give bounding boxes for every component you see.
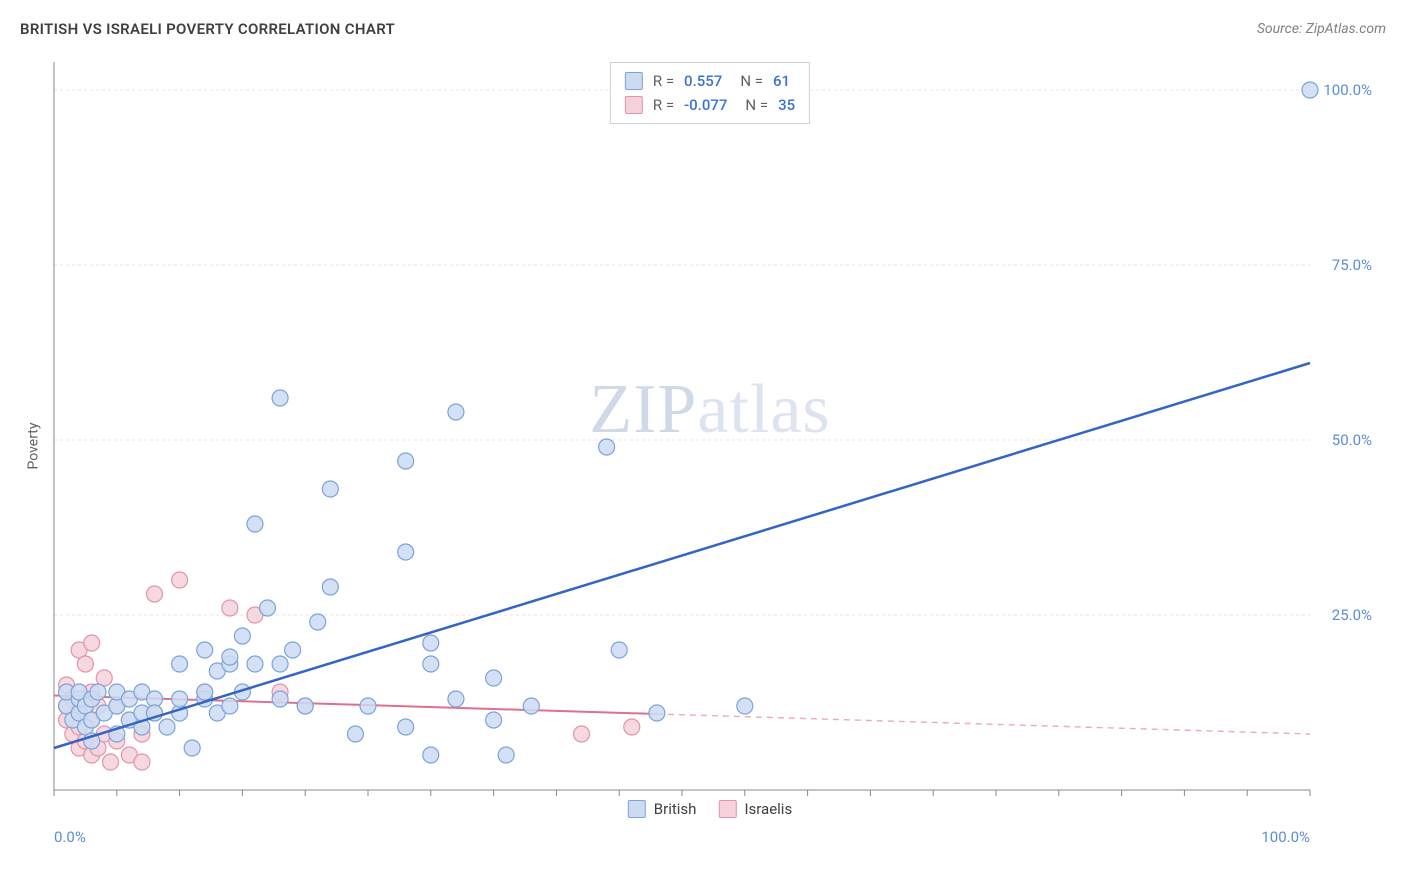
y-tick-label: 100.0% bbox=[1323, 81, 1372, 99]
legend-n-israelis: 35 bbox=[778, 93, 795, 117]
x-tick-label: 0.0% bbox=[54, 828, 86, 846]
x-tick-label: 100.0% bbox=[1261, 828, 1310, 846]
y-tick-label: 50.0% bbox=[1332, 431, 1372, 449]
legend-n-label-2: N = bbox=[745, 93, 768, 117]
y-tick-label: 75.0% bbox=[1332, 256, 1372, 274]
y-tick-label: 25.0% bbox=[1332, 606, 1372, 624]
source-attribution: Source: ZipAtlas.com bbox=[1257, 21, 1386, 37]
chart-title: BRITISH VS ISRAELI POVERTY CORRELATION C… bbox=[20, 20, 395, 38]
chart-svg bbox=[50, 60, 1370, 820]
legend-n-label: N = bbox=[740, 69, 763, 93]
legend-item-israelis: Israelis bbox=[718, 800, 792, 818]
y-axis-label: Poverty bbox=[26, 422, 42, 469]
legend-series: British Israelis bbox=[628, 800, 792, 818]
legend-r-british: 0.557 bbox=[684, 69, 722, 93]
swatch-british-2 bbox=[628, 800, 646, 818]
legend-item-british: British bbox=[628, 800, 697, 818]
swatch-israelis bbox=[625, 96, 643, 114]
scatter-plot: ZIPatlas R = 0.557 N = 61 R = -0.077 N =… bbox=[50, 60, 1370, 820]
legend-label-british: British bbox=[654, 800, 697, 818]
legend-r-label: R = bbox=[653, 69, 674, 93]
legend-r-israelis: -0.077 bbox=[684, 93, 727, 117]
swatch-israelis-2 bbox=[718, 800, 736, 818]
legend-label-israelis: Israelis bbox=[744, 800, 792, 818]
legend-stats-israelis: R = -0.077 N = 35 bbox=[625, 93, 795, 117]
swatch-british bbox=[625, 72, 643, 90]
legend-stats-british: R = 0.557 N = 61 bbox=[625, 69, 795, 93]
legend-r-label-2: R = bbox=[653, 93, 674, 117]
legend-stats: R = 0.557 N = 61 R = -0.077 N = 35 bbox=[610, 62, 810, 124]
legend-n-british: 61 bbox=[773, 69, 790, 93]
